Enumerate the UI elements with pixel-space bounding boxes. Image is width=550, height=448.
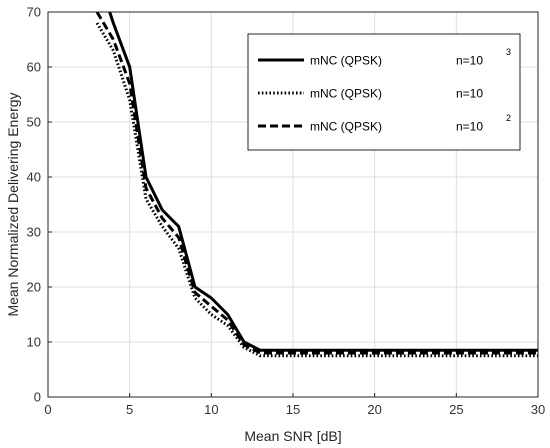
y-axis-label: Mean Normalized Delivering Energy: [5, 92, 21, 316]
x-tick-label: 0: [44, 402, 51, 417]
legend-n-exponent: 2: [506, 113, 511, 123]
legend-label: mNC (QPSK): [310, 120, 382, 134]
x-tick-label: 20: [367, 402, 381, 417]
legend-n-label: n=10: [456, 87, 483, 101]
legend-n-label: n=10: [456, 54, 483, 68]
x-axis-ticks: 0 5 10 15 20 25 30: [44, 393, 545, 417]
y-tick-label: 50: [27, 115, 41, 130]
y-tick-label: 40: [27, 170, 41, 185]
legend-n-exponent: 3: [506, 47, 511, 57]
x-tick-label: 25: [449, 402, 463, 417]
x-tick-label: 5: [126, 402, 133, 417]
legend-n-label: n=10: [456, 120, 483, 134]
legend: mNC (QPSK) n=10 3 mNC (QPSK) n=10 mNC (QPSK) n…: [247, 33, 521, 151]
x-tick-label: 10: [204, 402, 218, 417]
legend-label: mNC (QPSK): [310, 87, 382, 101]
y-tick-label: 0: [34, 390, 41, 405]
series-line-dotted: [95, 22, 538, 358]
y-tick-label: 10: [27, 335, 41, 350]
y-tick-label: 60: [27, 60, 41, 75]
x-tick-label: 15: [286, 402, 300, 417]
y-tick-label: 20: [27, 280, 41, 295]
y-tick-label: 30: [27, 225, 41, 240]
series-layer: [95, 12, 538, 358]
x-tick-label: 30: [531, 402, 545, 417]
x-axis-label: Mean SNR [dB]: [244, 428, 341, 444]
y-axis-ticks: 0 10 20 30 40 50 60 70: [27, 5, 52, 405]
series-line-solid: [108, 12, 538, 352]
y-tick-label: 70: [27, 5, 41, 20]
legend-label: mNC (QPSK): [310, 54, 382, 68]
